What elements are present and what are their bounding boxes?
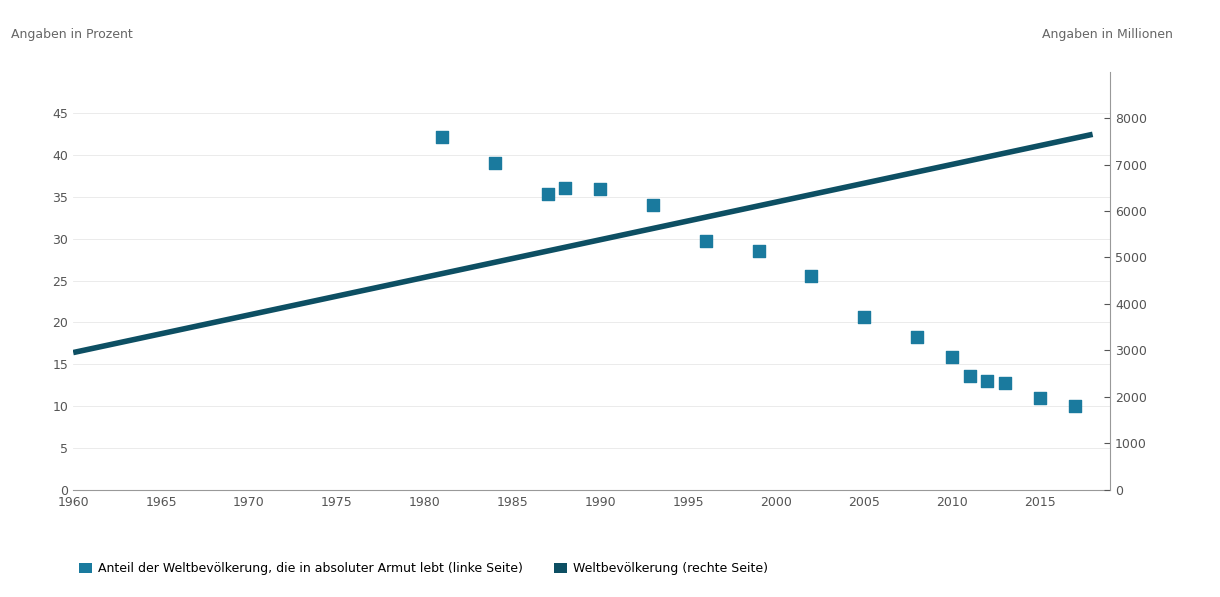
Text: Angaben in Millionen: Angaben in Millionen [1042,28,1172,41]
Point [538,189,558,198]
Text: Angaben in Prozent: Angaben in Prozent [11,28,133,41]
Point [486,158,505,168]
Point [433,132,453,141]
Point [590,184,610,194]
Point [1065,401,1085,411]
Point [802,272,821,281]
Point [977,376,997,386]
Point [908,333,927,342]
Point [996,378,1015,387]
Point [555,183,575,193]
Point [942,352,961,361]
Point [854,312,874,321]
Point [1030,393,1049,403]
Point [643,200,662,210]
Legend: Anteil der Weltbevölkerung, die in absoluter Armut lebt (linke Seite), Weltbevöl: Anteil der Weltbevölkerung, die in absol… [79,562,769,576]
Point [960,371,980,381]
Point [749,246,769,256]
Point [697,236,716,246]
